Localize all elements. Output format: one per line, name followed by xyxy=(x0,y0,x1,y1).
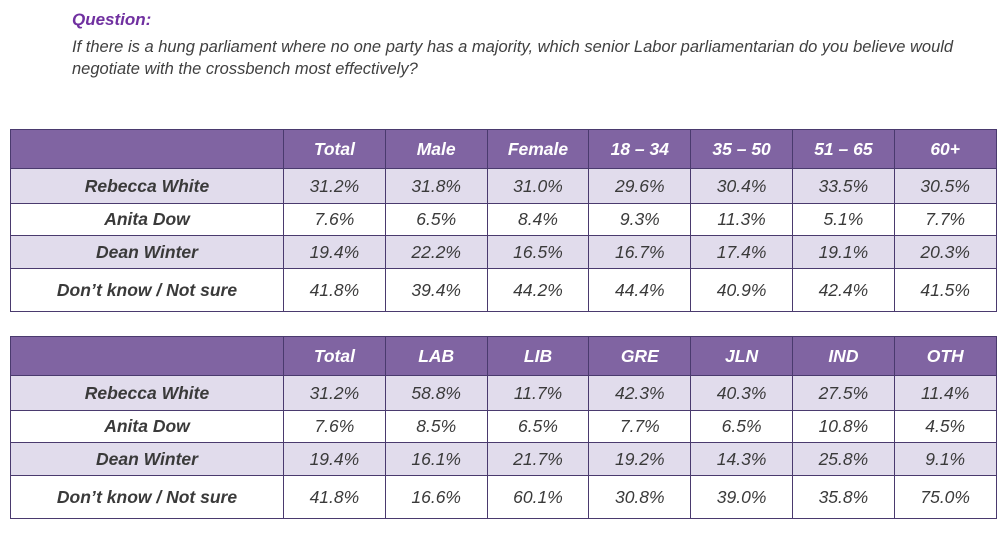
value-cell: 58.8% xyxy=(384,375,488,411)
table-row: Anita Dow 7.6% 6.5% 8.4% 9.3% 11.3% 5.1%… xyxy=(10,203,997,236)
value-cell: 30.4% xyxy=(690,168,793,204)
value-cell: 40.3% xyxy=(690,375,793,411)
table-row: Anita Dow 7.6% 8.5% 6.5% 7.7% 6.5% 10.8%… xyxy=(10,410,997,443)
table-row: Dean Winter 19.4% 16.1% 21.7% 19.2% 14.3… xyxy=(10,442,997,476)
value-cell: 39.4% xyxy=(384,268,488,312)
value-cell: 30.8% xyxy=(588,475,692,519)
value-cell: 7.7% xyxy=(893,203,997,236)
header-cell: Total xyxy=(283,129,386,169)
row-label: Dean Winter xyxy=(10,442,284,476)
value-cell: 6.5% xyxy=(690,410,793,443)
value-cell: 17.4% xyxy=(690,235,793,269)
row-label: Rebecca White xyxy=(10,375,284,411)
header-cell: Total xyxy=(283,336,386,376)
value-cell: 60.1% xyxy=(486,475,590,519)
table-row: Rebecca White 31.2% 31.8% 31.0% 29.6% 30… xyxy=(10,168,997,204)
value-cell: 6.5% xyxy=(486,410,590,443)
value-cell: 4.5% xyxy=(893,410,997,443)
demographics-table: Total Male Female 18 – 34 35 – 50 51 – 6… xyxy=(10,129,997,312)
value-cell: 33.5% xyxy=(791,168,895,204)
header-cell: 35 – 50 xyxy=(690,129,793,169)
value-cell: 6.5% xyxy=(384,203,488,236)
value-cell: 7.6% xyxy=(283,203,386,236)
header-cell: JLN xyxy=(690,336,793,376)
header-cell: LIB xyxy=(486,336,590,376)
table-row: Don’t know / Not sure 41.8% 16.6% 60.1% … xyxy=(10,475,997,519)
value-cell: 42.4% xyxy=(791,268,895,312)
header-cell: GRE xyxy=(588,336,692,376)
value-cell: 16.5% xyxy=(486,235,590,269)
header-cell: Female xyxy=(486,129,590,169)
header-cell xyxy=(10,129,284,169)
value-cell: 11.7% xyxy=(486,375,590,411)
value-cell: 16.6% xyxy=(384,475,488,519)
header-cell xyxy=(10,336,284,376)
row-label: Anita Dow xyxy=(10,203,284,236)
value-cell: 31.2% xyxy=(283,375,386,411)
value-cell: 7.7% xyxy=(588,410,692,443)
value-cell: 29.6% xyxy=(588,168,692,204)
value-cell: 41.8% xyxy=(283,475,386,519)
value-cell: 19.1% xyxy=(791,235,895,269)
party-table: Total LAB LIB GRE JLN IND OTH Rebecca Wh… xyxy=(10,336,997,519)
value-cell: 41.8% xyxy=(283,268,386,312)
value-cell: 35.8% xyxy=(791,475,895,519)
value-cell: 40.9% xyxy=(690,268,793,312)
value-cell: 8.4% xyxy=(486,203,590,236)
table-header-row: Total Male Female 18 – 34 35 – 50 51 – 6… xyxy=(10,129,997,169)
value-cell: 10.8% xyxy=(791,410,895,443)
value-cell: 19.4% xyxy=(283,442,386,476)
question-label: Question: xyxy=(72,10,152,29)
row-label: Don’t know / Not sure xyxy=(10,268,284,312)
header-cell: Male xyxy=(384,129,488,169)
value-cell: 8.5% xyxy=(384,410,488,443)
value-cell: 11.4% xyxy=(893,375,997,411)
value-cell: 42.3% xyxy=(588,375,692,411)
table-row: Dean Winter 19.4% 22.2% 16.5% 16.7% 17.4… xyxy=(10,235,997,269)
value-cell: 16.7% xyxy=(588,235,692,269)
row-label: Anita Dow xyxy=(10,410,284,443)
question-text: If there is a hung parliament where no o… xyxy=(72,38,954,78)
value-cell: 14.3% xyxy=(690,442,793,476)
header-cell: IND xyxy=(791,336,895,376)
value-cell: 19.2% xyxy=(588,442,692,476)
header-cell: 60+ xyxy=(893,129,997,169)
value-cell: 25.8% xyxy=(791,442,895,476)
table-row: Don’t know / Not sure 41.8% 39.4% 44.2% … xyxy=(10,268,997,312)
value-cell: 27.5% xyxy=(791,375,895,411)
value-cell: 22.2% xyxy=(384,235,488,269)
value-cell: 44.2% xyxy=(486,268,590,312)
value-cell: 39.0% xyxy=(690,475,793,519)
value-cell: 21.7% xyxy=(486,442,590,476)
value-cell: 20.3% xyxy=(893,235,997,269)
value-cell: 31.8% xyxy=(384,168,488,204)
value-cell: 7.6% xyxy=(283,410,386,443)
value-cell: 30.5% xyxy=(893,168,997,204)
row-label: Don’t know / Not sure xyxy=(10,475,284,519)
value-cell: 11.3% xyxy=(690,203,793,236)
value-cell: 19.4% xyxy=(283,235,386,269)
value-cell: 16.1% xyxy=(384,442,488,476)
value-cell: 31.0% xyxy=(486,168,590,204)
value-cell: 9.1% xyxy=(893,442,997,476)
value-cell: 44.4% xyxy=(588,268,692,312)
header-cell: OTH xyxy=(893,336,997,376)
row-label: Dean Winter xyxy=(10,235,284,269)
value-cell: 5.1% xyxy=(791,203,895,236)
value-cell: 75.0% xyxy=(893,475,997,519)
header-cell: LAB xyxy=(384,336,488,376)
value-cell: 9.3% xyxy=(588,203,692,236)
row-label: Rebecca White xyxy=(10,168,284,204)
header-cell: 51 – 65 xyxy=(791,129,895,169)
table-row: Rebecca White 31.2% 58.8% 11.7% 42.3% 40… xyxy=(10,375,997,411)
header-cell: 18 – 34 xyxy=(588,129,692,169)
table-header-row: Total LAB LIB GRE JLN IND OTH xyxy=(10,336,997,376)
value-cell: 31.2% xyxy=(283,168,386,204)
value-cell: 41.5% xyxy=(893,268,997,312)
